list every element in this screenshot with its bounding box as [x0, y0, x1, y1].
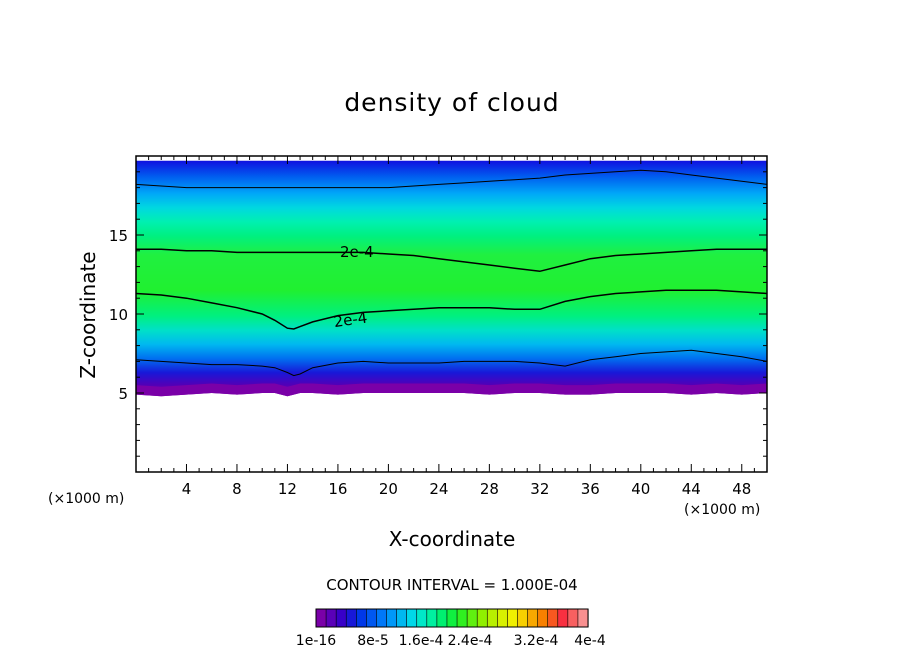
colorbar-frame — [315, 608, 589, 628]
x-tick-label: 8 — [232, 480, 242, 498]
colorbar-swatch — [406, 608, 418, 628]
colorbar-swatch — [476, 608, 488, 628]
x-tick-label: 20 — [379, 480, 398, 498]
colorbar-swatch — [537, 608, 549, 628]
colorbar-swatch — [577, 608, 589, 628]
colorbar-swatch — [466, 608, 478, 628]
x-tick-label: 12 — [278, 480, 297, 498]
contour-line-2e-4-lower — [136, 289, 767, 330]
colorbar-swatch — [426, 608, 438, 628]
colorbar-labels: 1e-16 8e-5 1.6e-4 2.4e-4 3.2e-4 4e-4 — [0, 633, 904, 653]
colorbar-swatch — [386, 608, 398, 628]
y-axis-ticks: 5 10 15 — [109, 171, 767, 457]
colorbar-swatch — [366, 608, 378, 628]
colorbar-swatch — [446, 608, 458, 628]
low-density-band — [136, 383, 767, 397]
colorbar-swatch — [547, 608, 559, 628]
x-unit-right: (×1000 m) — [684, 502, 761, 518]
colorbar-swatch — [517, 608, 529, 628]
contour-label: 2e-4 — [340, 243, 374, 261]
colorbar-swatch — [557, 608, 569, 628]
density-field-area — [136, 160, 767, 397]
colorbar-swatch — [436, 608, 448, 628]
colorbar-label: 2.4e-4 — [447, 633, 493, 649]
contour-line-upper — [136, 169, 767, 189]
colorbar — [315, 608, 589, 628]
colorbar-label: 3.2e-4 — [513, 633, 559, 649]
colorbar-swatch — [567, 608, 579, 628]
colorbar-label: 8e-5 — [357, 633, 389, 649]
colorbar-swatch — [497, 608, 508, 628]
x-tick-label: 4 — [182, 480, 192, 498]
contour-line-2e-4-upper — [136, 248, 767, 273]
colorbar-label: 1.6e-4 — [398, 633, 444, 649]
colorbar-swatch — [325, 608, 337, 628]
x-tick-label: 40 — [631, 480, 650, 498]
y-tick-label: 10 — [109, 306, 128, 324]
contour-interval-text: CONTOUR INTERVAL = 1.000E-04 — [326, 576, 578, 594]
contour-label: 2e-4 — [333, 309, 369, 332]
x-tick-label: 16 — [328, 480, 347, 498]
y-tick-label: 15 — [109, 227, 128, 245]
x-unit-left: (×1000 m) — [48, 491, 125, 507]
x-axis-ticks: 4 8 12 16 20 24 28 32 36 40 44 48 — [148, 156, 755, 498]
x-tick-label: 48 — [732, 480, 751, 498]
x-tick-label: 36 — [581, 480, 600, 498]
colorbar-swatch — [315, 608, 327, 628]
y-tick-label: 5 — [118, 385, 128, 403]
colorbar-label: 4e-4 — [574, 633, 606, 649]
x-tick-label: 32 — [530, 480, 549, 498]
chart-title: density of cloud — [344, 88, 560, 117]
colorbar-swatch — [486, 608, 498, 628]
density-field — [136, 160, 767, 397]
colorbar-swatch — [345, 608, 357, 628]
x-tick-label: 28 — [480, 480, 499, 498]
x-tick-label: 44 — [682, 480, 701, 498]
colorbar-swatch — [396, 608, 408, 628]
x-axis-label: X-coordinate — [388, 527, 516, 551]
contour-line-lower — [136, 349, 767, 377]
colorbar-swatch — [456, 608, 468, 628]
x-tick-label: 24 — [429, 480, 448, 498]
colorbar-label: 1e-16 — [295, 633, 337, 649]
y-axis-label: Z-coordinate — [76, 251, 100, 379]
colorbar-swatch — [376, 608, 388, 628]
colorbar-swatch — [416, 608, 428, 628]
colorbar-swatch — [507, 608, 519, 628]
colorbar-swatch — [335, 608, 347, 628]
colorbar-swatch — [527, 608, 539, 628]
colorbar-swatch — [355, 608, 367, 628]
contour-labels: 2e-4 2e-4 — [333, 243, 374, 331]
